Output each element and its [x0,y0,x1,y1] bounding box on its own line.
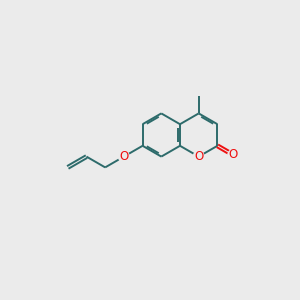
Circle shape [228,150,239,160]
Text: O: O [119,150,128,163]
Text: O: O [194,150,203,163]
Circle shape [193,151,204,162]
Circle shape [118,151,129,162]
Text: O: O [229,148,238,161]
